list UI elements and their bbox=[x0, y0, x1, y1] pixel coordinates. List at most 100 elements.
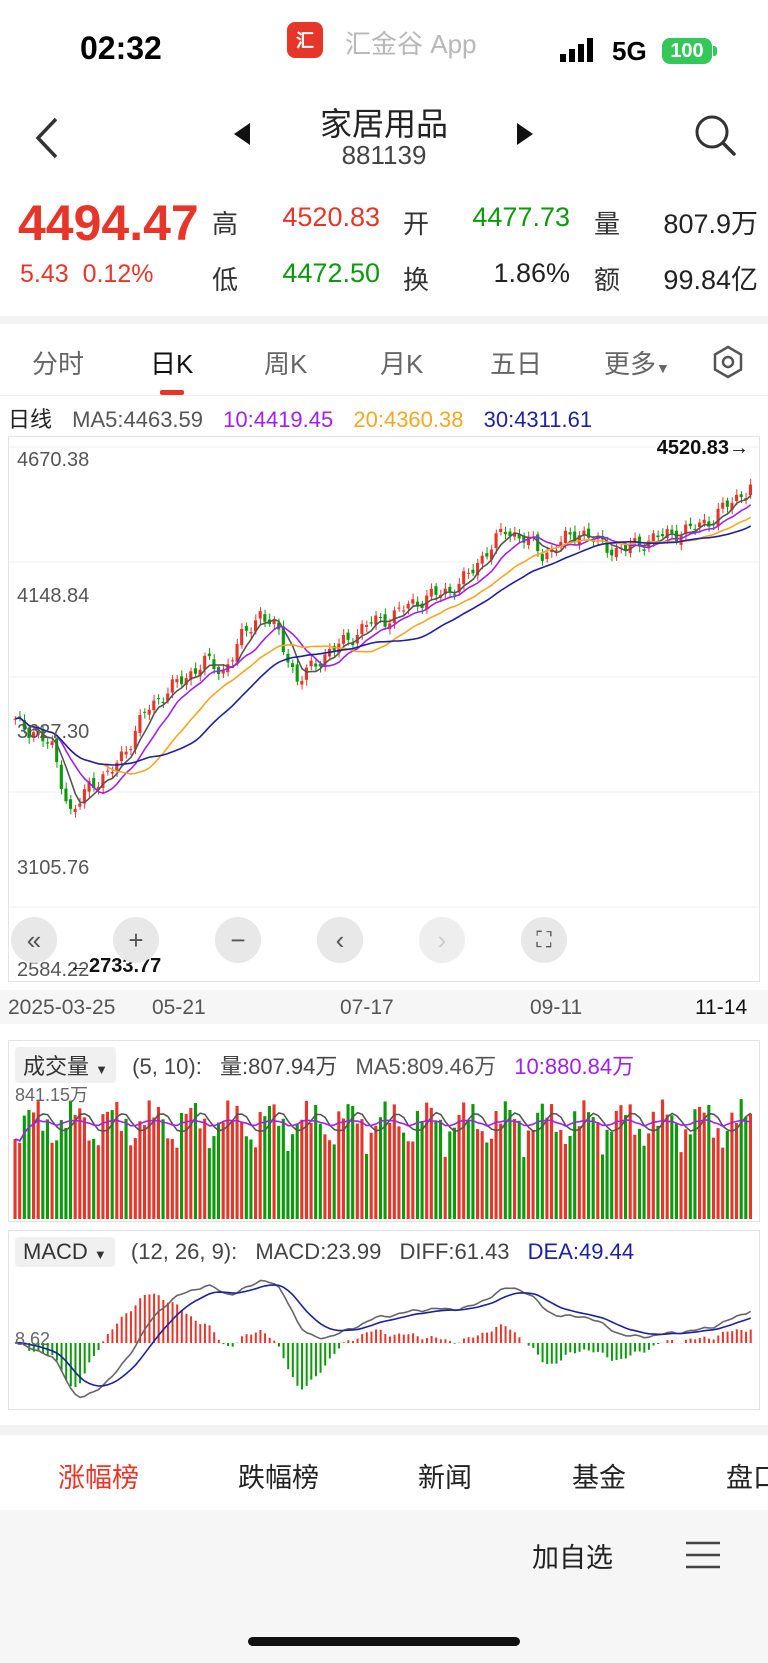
volume-bar bbox=[471, 1104, 475, 1219]
tab-more[interactable]: 更多▼ bbox=[604, 344, 670, 381]
zoom-in-button[interactable]: + bbox=[113, 917, 159, 963]
volume-bar bbox=[346, 1104, 350, 1219]
candle-body bbox=[129, 749, 133, 751]
candle-body bbox=[559, 541, 563, 548]
search-icon[interactable] bbox=[693, 113, 737, 157]
candle-body bbox=[69, 799, 73, 809]
volume-bar bbox=[610, 1132, 614, 1219]
candle-body bbox=[119, 751, 123, 762]
macd-select-label: MACD bbox=[23, 1239, 88, 1264]
next-stock-icon[interactable] bbox=[515, 121, 535, 147]
candle-body bbox=[693, 529, 697, 531]
last-price: 4494.47 bbox=[18, 195, 199, 251]
volume-bar bbox=[397, 1126, 401, 1219]
macd-panel: MACD ▼ (12, 26, 9): MACD:23.99 DIFF:61.4… bbox=[8, 1230, 760, 1410]
scroll-right-button[interactable]: › bbox=[419, 917, 465, 963]
indicator-select-label: 成交量 bbox=[23, 1054, 90, 1079]
low-value: 4472.50 bbox=[282, 258, 380, 288]
settings-icon[interactable] bbox=[710, 344, 746, 380]
high-value: 4520.83 bbox=[282, 202, 380, 232]
battery-tip bbox=[713, 46, 717, 56]
tab-losers[interactable]: 跌幅榜 bbox=[238, 1463, 319, 1493]
volume-bar bbox=[628, 1104, 632, 1219]
volume-bar bbox=[559, 1129, 563, 1219]
volume-bar bbox=[735, 1122, 739, 1219]
volume-bar bbox=[605, 1129, 609, 1219]
volume-bar bbox=[129, 1145, 133, 1219]
volume-bar bbox=[18, 1142, 22, 1219]
volume-bar bbox=[531, 1129, 535, 1219]
jump-start-button[interactable]: « bbox=[11, 917, 57, 963]
macd-select[interactable]: MACD ▼ bbox=[15, 1237, 115, 1267]
candle-body bbox=[698, 522, 702, 528]
volume-bar bbox=[693, 1109, 697, 1219]
volume-bar bbox=[651, 1111, 655, 1219]
volume-bar bbox=[170, 1139, 174, 1219]
menu-icon[interactable] bbox=[684, 1540, 722, 1570]
tab-news[interactable]: 新闻 bbox=[418, 1463, 472, 1493]
volume-value: 量:807.94万 bbox=[219, 1054, 338, 1079]
volume-params: (5, 10): bbox=[132, 1054, 202, 1079]
candle-body bbox=[378, 617, 382, 619]
tab-weekly-k[interactable]: 周K bbox=[264, 349, 308, 379]
tab-funds[interactable]: 基金 bbox=[572, 1463, 626, 1493]
candle-body bbox=[309, 660, 313, 667]
nav-header: 家居用品 881139 bbox=[0, 95, 768, 180]
volume-bar bbox=[277, 1125, 281, 1219]
add-watchlist-button[interactable]: 加自选 bbox=[532, 1543, 613, 1573]
open-value: 4477.73 bbox=[472, 202, 570, 232]
fullscreen-button[interactable]: ⛶ bbox=[521, 917, 567, 963]
scroll-left-button[interactable]: ‹ bbox=[317, 917, 363, 963]
candle-body bbox=[50, 741, 54, 745]
volume-bar bbox=[143, 1125, 147, 1219]
candle-body bbox=[674, 530, 678, 542]
back-icon[interactable] bbox=[30, 113, 66, 163]
volume-level-label: 841.15万 bbox=[15, 1085, 89, 1105]
ma20-value: 20:4360.38 bbox=[353, 407, 464, 432]
volume-bar bbox=[318, 1123, 322, 1219]
candle-body bbox=[725, 500, 729, 507]
volume-bar bbox=[443, 1156, 447, 1219]
y-tick-label: 3627.30 bbox=[17, 721, 90, 743]
volume-bar bbox=[406, 1141, 410, 1219]
volume-bar bbox=[328, 1140, 332, 1219]
volume-bar bbox=[50, 1142, 54, 1219]
candle-body bbox=[513, 532, 517, 537]
volume-bar bbox=[429, 1107, 433, 1219]
tab-gainers[interactable]: 涨幅榜 bbox=[58, 1463, 139, 1493]
ma-legend: 日线 MA5:4463.59 10:4419.45 20:4360.38 30:… bbox=[8, 402, 606, 434]
volume-bar bbox=[286, 1150, 290, 1219]
app-logo-icon: 汇 bbox=[287, 22, 323, 58]
volume-bar bbox=[665, 1114, 669, 1219]
volume-bar bbox=[254, 1147, 258, 1219]
volume-bar bbox=[124, 1118, 128, 1219]
candle-body bbox=[300, 680, 304, 685]
volume-bar bbox=[480, 1131, 484, 1219]
signal-icon bbox=[560, 38, 593, 62]
tab-intraday[interactable]: 分时 bbox=[32, 349, 85, 379]
volume-bar bbox=[244, 1136, 248, 1219]
prev-stock-icon[interactable] bbox=[232, 121, 252, 147]
volume-bar bbox=[272, 1104, 276, 1219]
kline-chart[interactable]: 4670.38 4148.84 3627.30 3105.76 2584.22 … bbox=[8, 436, 760, 982]
volume-bar bbox=[106, 1111, 110, 1219]
candle-body bbox=[346, 632, 350, 640]
ma20-line bbox=[15, 516, 752, 775]
volume-bar bbox=[59, 1120, 63, 1219]
candle-body bbox=[388, 623, 392, 630]
tab-monthly-k[interactable]: 月K bbox=[380, 349, 424, 379]
candle-body bbox=[193, 668, 197, 674]
tab-five-day[interactable]: 五日 bbox=[490, 349, 543, 379]
tab-daily-k[interactable]: 日K bbox=[150, 349, 194, 379]
volume-bar bbox=[161, 1119, 165, 1219]
tab-order-book[interactable]: 盘口 bbox=[726, 1463, 768, 1493]
volume-bar bbox=[476, 1129, 480, 1219]
volume-bar bbox=[744, 1117, 748, 1219]
candle-body bbox=[32, 732, 36, 738]
candle-body bbox=[207, 653, 211, 657]
zoom-out-button[interactable]: − bbox=[215, 917, 261, 963]
volume-bar bbox=[207, 1148, 211, 1219]
candle-body bbox=[688, 523, 692, 527]
volume-bar bbox=[332, 1144, 336, 1219]
indicator-select[interactable]: 成交量 ▼ bbox=[15, 1047, 117, 1083]
